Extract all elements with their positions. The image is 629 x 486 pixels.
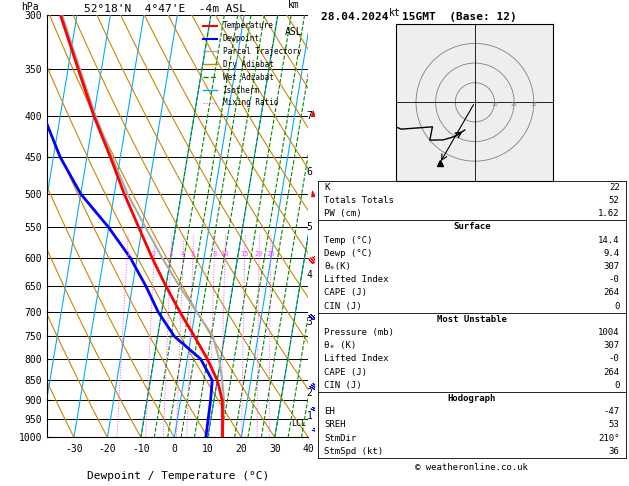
Text: 52: 52 <box>609 196 620 205</box>
Text: Most Unstable: Most Unstable <box>437 315 507 324</box>
Text: 25: 25 <box>266 251 275 257</box>
Text: 22: 22 <box>609 183 620 192</box>
Text: 0: 0 <box>172 444 177 454</box>
Text: Mixing Ratio (g/kg): Mixing Ratio (g/kg) <box>355 178 364 274</box>
Text: 1: 1 <box>307 411 313 421</box>
Text: 9.4: 9.4 <box>603 249 620 258</box>
Text: 30: 30 <box>269 444 281 454</box>
Text: K: K <box>324 183 330 192</box>
Text: 264: 264 <box>603 367 620 377</box>
Title: 52°18'N  4°47'E  -4m ASL: 52°18'N 4°47'E -4m ASL <box>84 4 246 14</box>
Text: Lifted Index: Lifted Index <box>324 354 389 364</box>
Text: -30: -30 <box>65 444 83 454</box>
Text: 5: 5 <box>307 223 313 232</box>
Text: 210°: 210° <box>598 434 620 443</box>
Text: CIN (J): CIN (J) <box>324 302 362 311</box>
Text: 3: 3 <box>169 251 173 257</box>
Text: 8: 8 <box>212 251 216 257</box>
Text: 0: 0 <box>614 302 620 311</box>
Text: 2: 2 <box>152 251 156 257</box>
Text: CAPE (J): CAPE (J) <box>324 367 367 377</box>
Text: 53: 53 <box>609 420 620 429</box>
Text: CIN (J): CIN (J) <box>324 381 362 390</box>
Text: 3: 3 <box>307 317 313 327</box>
Text: 264: 264 <box>603 288 620 297</box>
Text: 14.4: 14.4 <box>598 236 620 244</box>
Text: 10: 10 <box>202 444 214 454</box>
Text: 15: 15 <box>240 251 249 257</box>
Text: Totals Totals: Totals Totals <box>324 196 394 205</box>
Text: 307: 307 <box>603 341 620 350</box>
Text: 1: 1 <box>125 251 129 257</box>
Text: 40: 40 <box>303 444 314 454</box>
Text: CAPE (J): CAPE (J) <box>324 288 367 297</box>
Text: 1004: 1004 <box>598 328 620 337</box>
Text: 36: 36 <box>609 447 620 456</box>
Text: 10: 10 <box>221 251 229 257</box>
Text: 20: 20 <box>235 444 247 454</box>
Text: 4: 4 <box>181 251 185 257</box>
Text: -0: -0 <box>609 354 620 364</box>
Text: km: km <box>288 0 300 10</box>
Text: Dewpoint / Temperature (°C): Dewpoint / Temperature (°C) <box>87 471 269 481</box>
Text: LCL: LCL <box>291 418 306 428</box>
Text: θₑ (K): θₑ (K) <box>324 341 356 350</box>
Text: hPa: hPa <box>21 2 39 13</box>
Text: 2: 2 <box>307 387 313 398</box>
Text: ASL: ASL <box>285 27 303 37</box>
Text: 1.62: 1.62 <box>598 209 620 218</box>
Text: 5: 5 <box>191 251 195 257</box>
Text: Hodograph: Hodograph <box>448 394 496 403</box>
Text: StmSpd (kt): StmSpd (kt) <box>324 447 383 456</box>
Text: 4: 4 <box>307 270 313 280</box>
Text: -20: -20 <box>99 444 116 454</box>
Text: θₑ(K): θₑ(K) <box>324 262 351 271</box>
Text: -10: -10 <box>132 444 150 454</box>
Text: Temp (°C): Temp (°C) <box>324 236 372 244</box>
Text: SREH: SREH <box>324 420 345 429</box>
Text: 6: 6 <box>307 167 313 177</box>
Text: Lifted Index: Lifted Index <box>324 275 389 284</box>
Text: -47: -47 <box>603 407 620 416</box>
Text: Surface: Surface <box>453 223 491 231</box>
Text: Pressure (mb): Pressure (mb) <box>324 328 394 337</box>
Text: 0: 0 <box>614 381 620 390</box>
Text: 7: 7 <box>307 111 313 121</box>
Text: StmDir: StmDir <box>324 434 356 443</box>
Text: EH: EH <box>324 407 335 416</box>
Text: 307: 307 <box>603 262 620 271</box>
Text: Dewp (°C): Dewp (°C) <box>324 249 372 258</box>
Text: -0: -0 <box>609 275 620 284</box>
Text: © weatheronline.co.uk: © weatheronline.co.uk <box>415 463 528 471</box>
Text: PW (cm): PW (cm) <box>324 209 362 218</box>
Legend: Temperature, Dewpoint, Parcel Trajectory, Dry Adiabat, Wet Adiabat, Isotherm, Mi: Temperature, Dewpoint, Parcel Trajectory… <box>200 18 304 110</box>
Text: 20: 20 <box>255 251 264 257</box>
Text: 28.04.2024  15GMT  (Base: 12): 28.04.2024 15GMT (Base: 12) <box>321 12 516 22</box>
